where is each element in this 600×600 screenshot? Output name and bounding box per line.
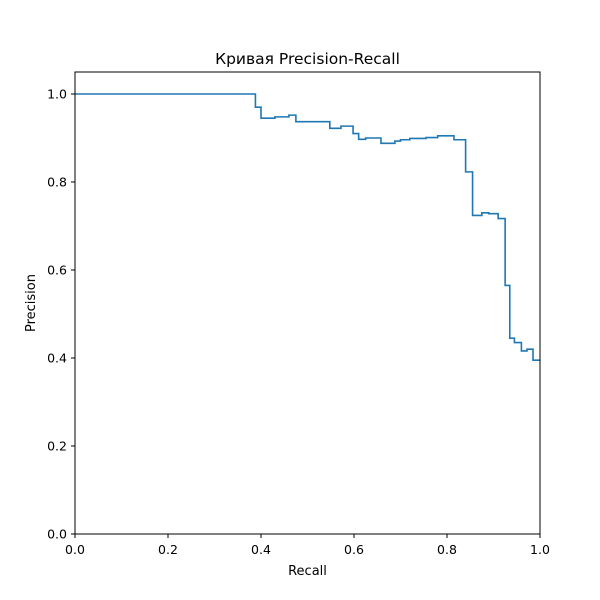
y-axis-label: Precision (24, 274, 39, 332)
y-tick-label-5: 1.0 (47, 87, 67, 102)
x-tick-label-5: 1.0 (530, 542, 550, 557)
y-tick-label-4: 0.8 (47, 175, 67, 190)
y-tick-label-1: 0.2 (47, 439, 67, 454)
y-tick-label-0: 0.0 (47, 527, 67, 542)
chart-title: Кривая Precision-Recall (215, 50, 400, 68)
pr-curve-line-0 (75, 93, 540, 361)
x-axis-label: Recall (288, 564, 327, 579)
x-tick-label-0: 0.0 (65, 542, 85, 557)
x-tick-label-2: 0.4 (251, 542, 271, 557)
plot-area: 0.0 0.2 0.4 0.6 0.8 1.0 0.0 0.2 0.4 0.6 0.8 1.0 (47, 71, 550, 557)
y-tick-label-2: 0.4 (47, 351, 67, 366)
plot-frame (74, 71, 541, 535)
x-tick-label-4: 0.8 (437, 542, 457, 557)
x-tick-label-3: 0.6 (344, 542, 364, 557)
x-tick-label-1: 0.2 (158, 542, 178, 557)
y-tick-label-3: 0.6 (47, 263, 67, 278)
